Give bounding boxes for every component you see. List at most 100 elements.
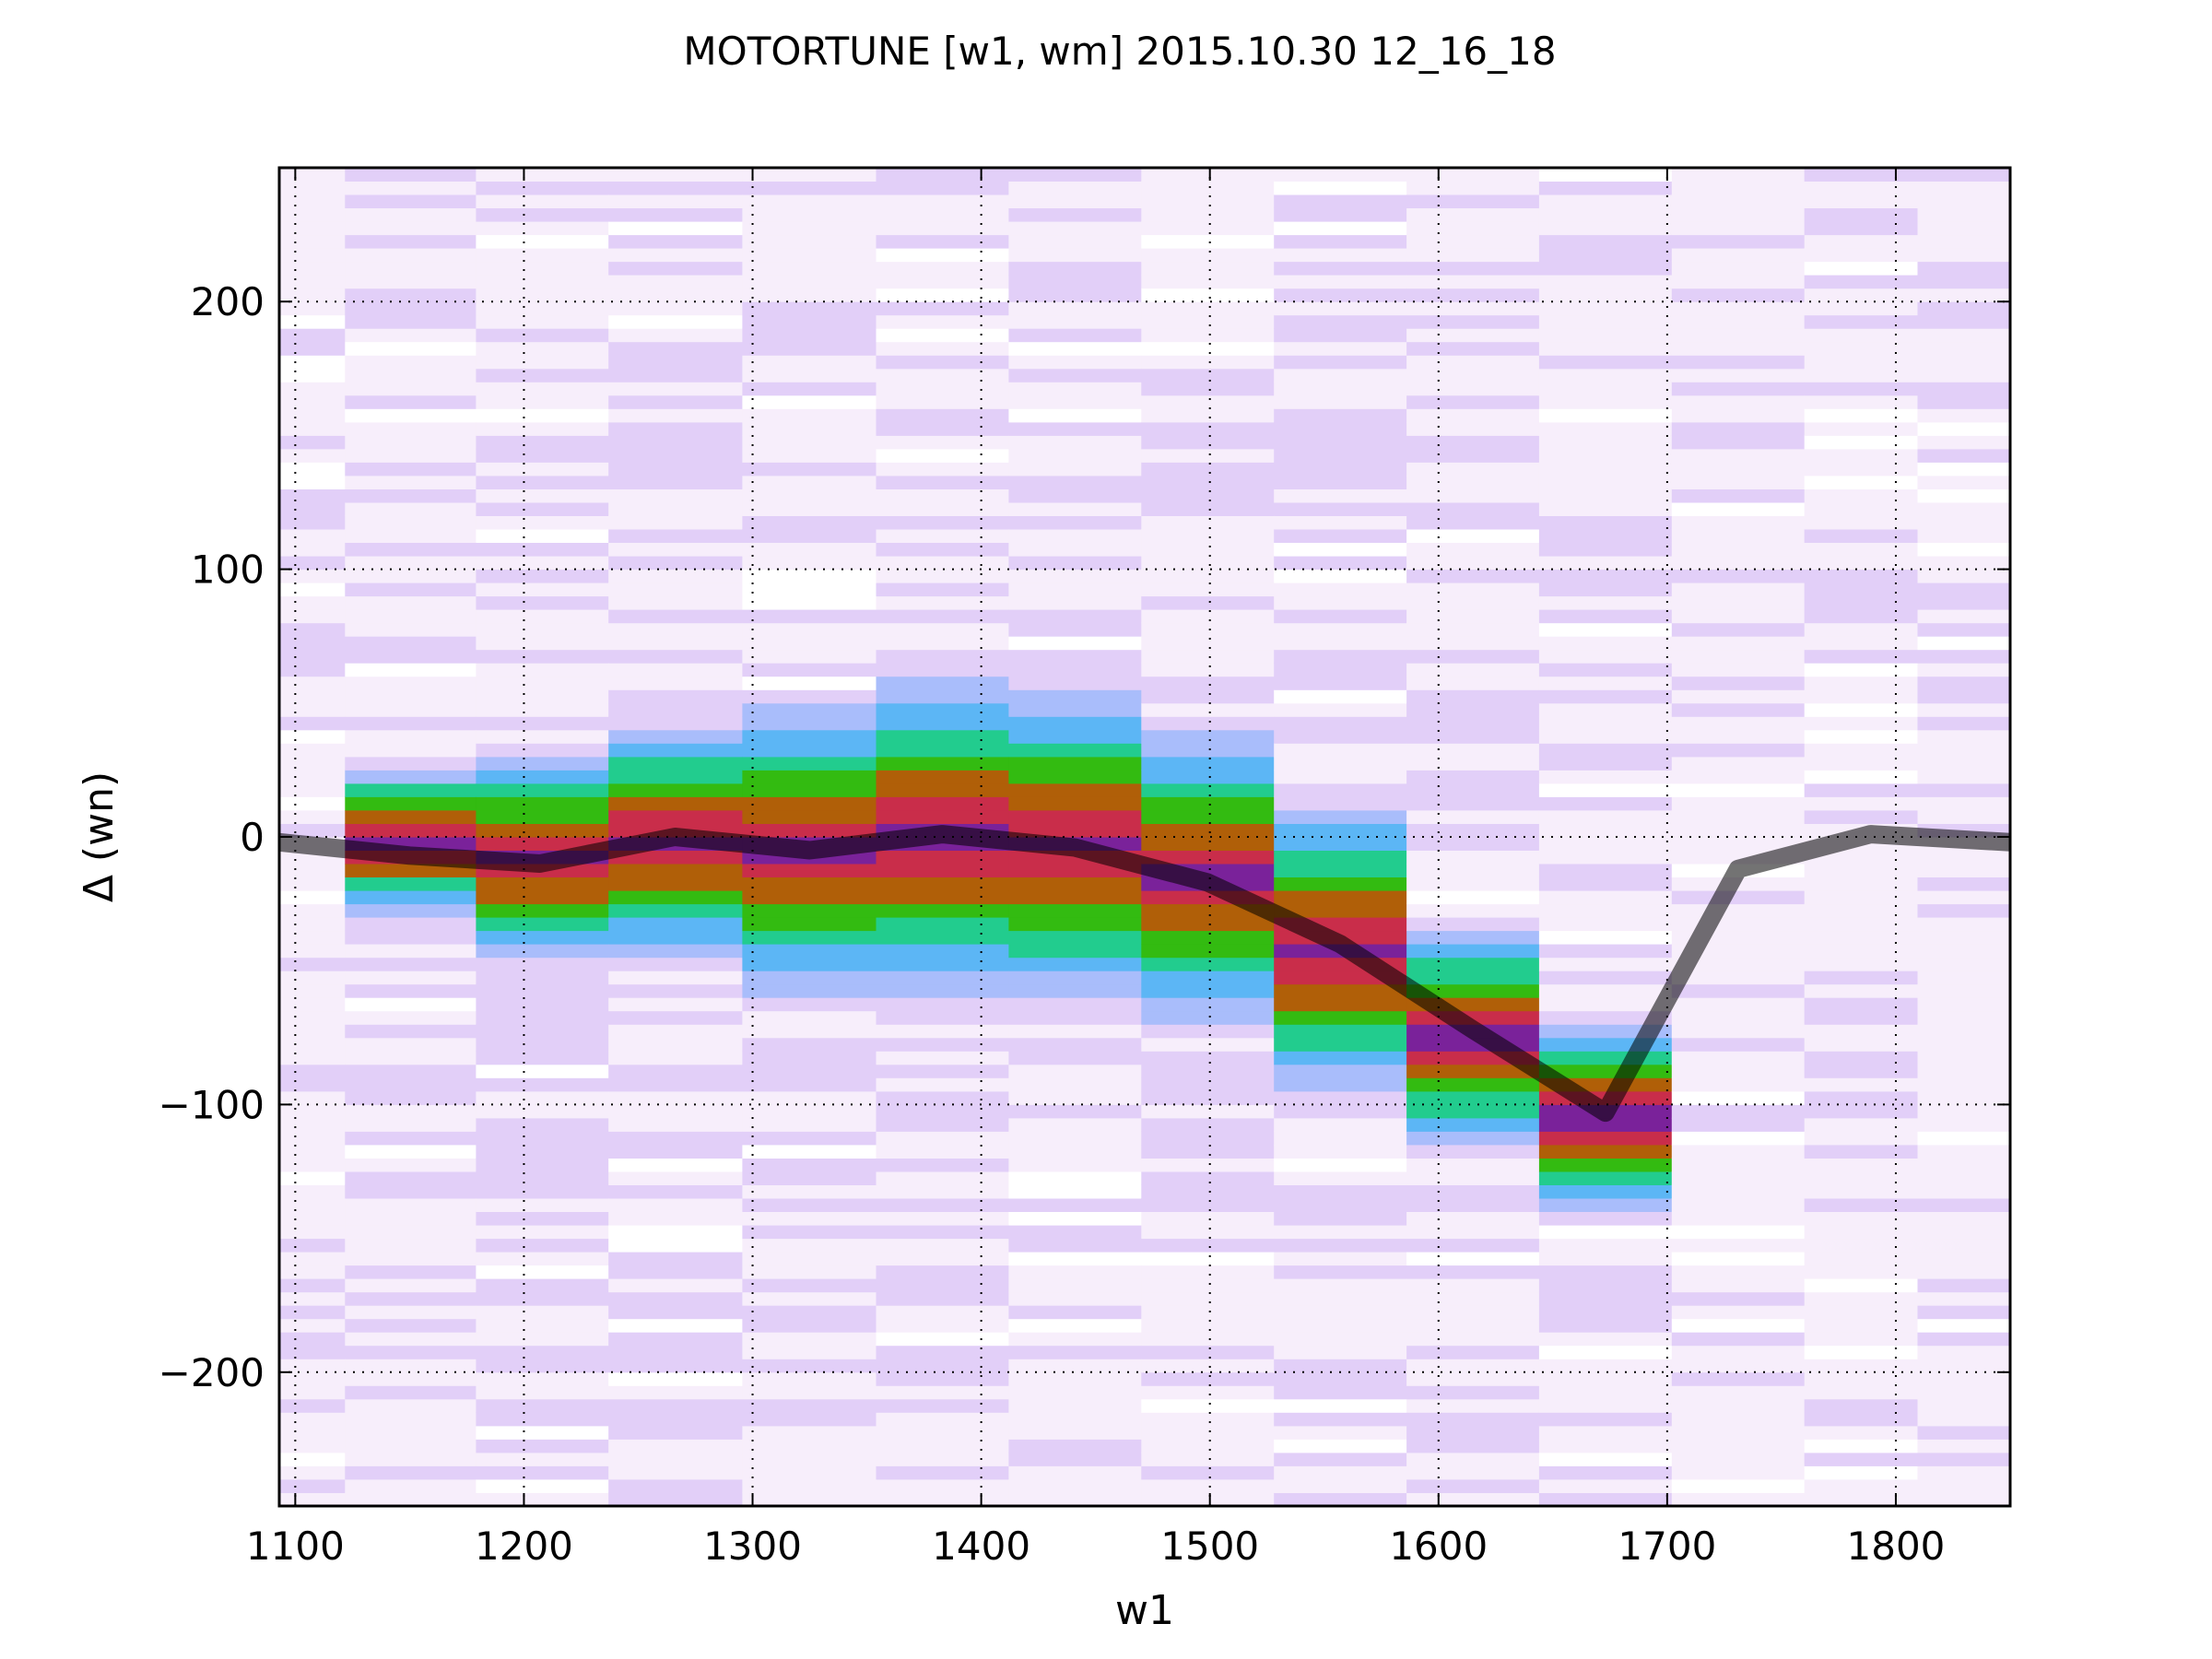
heatmap-cell (1141, 1305, 1275, 1320)
heatmap-cell (608, 1425, 743, 1440)
heatmap-cell (1917, 1117, 2010, 1132)
heatmap-cell (608, 930, 743, 945)
heatmap-cell (1671, 1345, 1806, 1359)
heatmap-cell (476, 1425, 609, 1440)
heatmap-cell (1274, 743, 1407, 758)
heatmap-cell (608, 168, 743, 182)
heatmap-cell (1538, 609, 1673, 624)
heatmap-cell (1671, 542, 1806, 557)
heatmap-cell (876, 782, 1009, 797)
heatmap-cell (876, 1479, 1009, 1493)
heatmap-cell (1141, 997, 1275, 1012)
heatmap-cell (1406, 917, 1540, 932)
heatmap-cell (279, 394, 346, 409)
heatmap-cell (1274, 394, 1407, 409)
heatmap-cell (1917, 261, 2010, 276)
heatmap-cell (345, 1265, 477, 1279)
heatmap-cell (1274, 1318, 1407, 1333)
heatmap-cell (876, 1211, 1009, 1226)
heatmap-cell (476, 1359, 609, 1373)
heatmap-cell (608, 1439, 743, 1453)
heatmap-cell (1141, 663, 1275, 677)
heatmap-cell (1008, 408, 1142, 423)
heatmap-cell (1141, 1090, 1275, 1105)
heatmap-cell (876, 930, 1009, 945)
heatmap-cell (608, 782, 743, 797)
heatmap-cell (345, 207, 477, 222)
heatmap-cell (1671, 355, 1806, 370)
heatmap-cell (345, 1211, 477, 1226)
heatmap-cell (1008, 1332, 1142, 1347)
heatmap-cell (476, 1371, 609, 1386)
heatmap-cell (345, 1479, 477, 1493)
heatmap-cell (1917, 636, 2010, 651)
heatmap-cell (608, 1359, 743, 1373)
heatmap-cell (1008, 636, 1142, 651)
heatmap-cell (279, 810, 346, 824)
heatmap-cell (1008, 382, 1142, 396)
heatmap-cell (608, 1238, 743, 1253)
heatmap-cell (1008, 476, 1142, 489)
heatmap-cell (1274, 1077, 1407, 1092)
heatmap-cell (279, 221, 346, 236)
heatmap-cell (1141, 810, 1275, 824)
heatmap-cell (476, 1318, 609, 1333)
heatmap-cell (1008, 1117, 1142, 1132)
heatmap-cell (742, 1479, 877, 1493)
heatmap-cell (1804, 488, 1918, 503)
heatmap-cell (1274, 1332, 1407, 1347)
heatmap-cell (476, 408, 609, 423)
heatmap-layer (279, 168, 2010, 1506)
heatmap-cell (742, 1318, 877, 1333)
heatmap-cell (1008, 221, 1142, 236)
heatmap-cell (1538, 903, 1673, 918)
heatmap-cell (876, 689, 1009, 704)
heatmap-cell (876, 1371, 1009, 1386)
heatmap-cell (1008, 488, 1142, 503)
heatmap-cell (1274, 301, 1407, 316)
heatmap-cell (1804, 1398, 1918, 1413)
heatmap-cell (476, 1117, 609, 1132)
heatmap-cell (279, 288, 346, 302)
heatmap-cell (742, 569, 877, 583)
heatmap-cell (1804, 275, 1918, 289)
heatmap-cell (742, 1465, 877, 1480)
heatmap-cell (345, 944, 477, 959)
heatmap-cell (476, 756, 609, 771)
heatmap-cell (476, 1010, 609, 1025)
heatmap-cell (608, 1211, 743, 1226)
heatmap-cell (1406, 368, 1540, 382)
heatmap-cell (1274, 1305, 1407, 1320)
heatmap-cell (1141, 823, 1275, 838)
heatmap-cell (476, 248, 609, 263)
heatmap-cell (1671, 1252, 1806, 1266)
heatmap-cell (1141, 248, 1275, 263)
heatmap-cell (1274, 676, 1407, 690)
heatmap-cell (476, 194, 609, 208)
heatmap-cell (1538, 421, 1673, 436)
heatmap-cell (1141, 1077, 1275, 1092)
heatmap-cell (1538, 636, 1673, 651)
heatmap-cell (1538, 221, 1673, 236)
heatmap-cell (1406, 1252, 1540, 1266)
heatmap-cell (876, 1492, 1009, 1506)
x-tick-label: 1700 (1618, 1524, 1716, 1569)
heatmap-cell (608, 1412, 743, 1427)
heatmap-cell (1917, 782, 2010, 797)
heatmap-cell (742, 716, 877, 731)
heatmap-cell (1671, 515, 1806, 530)
heatmap-cell (279, 663, 346, 677)
heatmap-cell (1406, 676, 1540, 690)
heatmap-cell (1008, 1010, 1142, 1025)
heatmap-cell (1008, 770, 1142, 784)
heatmap-cell (1141, 1425, 1275, 1440)
heatmap-cell (476, 1479, 609, 1493)
heatmap-cell (608, 476, 743, 489)
heatmap-cell (345, 743, 477, 758)
heatmap-cell (608, 194, 743, 208)
heatmap-cell (742, 502, 877, 516)
heatmap-cell (1008, 1024, 1142, 1039)
heatmap-cell (876, 275, 1009, 289)
heatmap-cell (876, 261, 1009, 276)
heatmap-cell (1804, 944, 1918, 959)
